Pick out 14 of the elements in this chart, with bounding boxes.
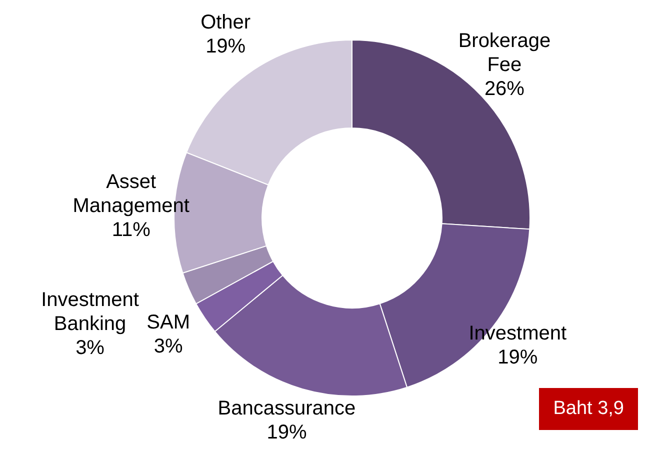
slice-label: Brokerage Fee <box>458 30 551 76</box>
slice-label: SAM <box>146 311 190 334</box>
data-label: 26% <box>484 78 525 100</box>
data-label: 11% <box>112 219 151 242</box>
data-label: 19% <box>266 421 307 444</box>
data-label: 19% <box>498 346 538 368</box>
slice-label: Investment Banking <box>41 289 140 336</box>
text: Baht 3,9 <box>539 388 638 430</box>
data-label: 3% <box>154 335 184 358</box>
slice-label: Asset Management <box>72 171 190 218</box>
data-label: 19% <box>206 35 246 58</box>
data-label: 3% <box>76 337 105 360</box>
slice-label: Other <box>200 11 251 34</box>
slice-label: Bancassurance <box>218 397 356 420</box>
